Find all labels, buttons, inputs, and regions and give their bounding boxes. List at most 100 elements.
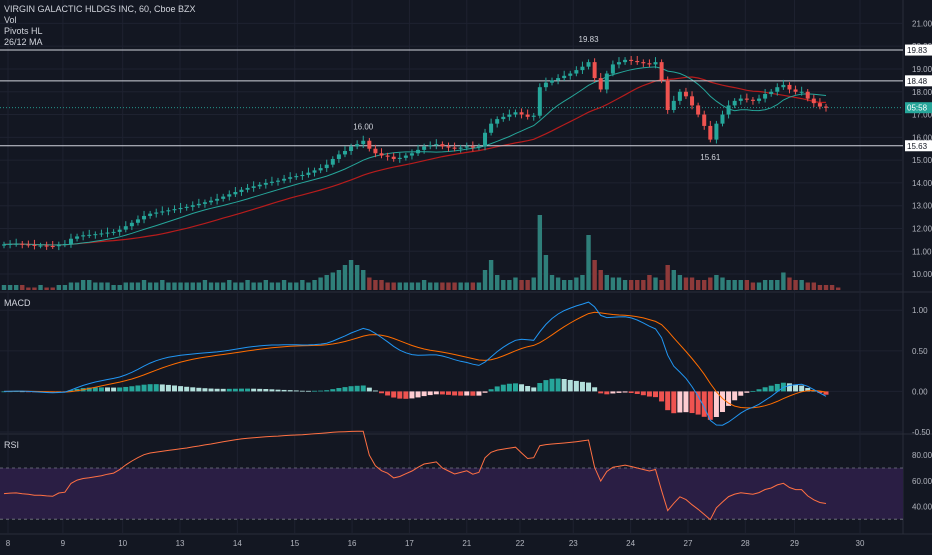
rsi-tick-label: 60.00 (912, 477, 932, 486)
volume-bar (817, 285, 823, 290)
macd-histogram-bar (610, 391, 616, 394)
macd-histogram-bar (257, 388, 263, 392)
macd-histogram-bar (579, 381, 585, 392)
candle-body (708, 125, 713, 140)
volume-bar (440, 282, 445, 290)
candle-body (312, 170, 317, 173)
macd-histogram-bar (281, 389, 287, 392)
volume-bar (141, 280, 147, 290)
macd-histogram-bar (129, 386, 135, 392)
volume-bar (781, 272, 786, 290)
macd-histogram-bar (768, 385, 774, 392)
candle-body (135, 219, 140, 223)
candle-body (665, 80, 670, 110)
candle-body (397, 157, 402, 159)
macd-histogram-bar (153, 384, 159, 392)
pivot-label: 16.00 (353, 122, 374, 131)
macd-histogram-bar (299, 390, 305, 392)
price-tag-box (905, 140, 932, 152)
macd-histogram-bar (305, 390, 311, 392)
macd-histogram-bar (263, 389, 269, 392)
candle-body (793, 89, 798, 92)
volume-bar (446, 282, 451, 290)
volume-bar (665, 265, 670, 290)
macd-histogram-bar (452, 391, 458, 396)
time-tick-label: 21 (462, 539, 471, 548)
candle-body (452, 147, 457, 149)
candle-body (209, 200, 214, 203)
volume-bar (263, 280, 269, 290)
macd-histogram-bar (786, 383, 792, 392)
macd-histogram-bar (549, 378, 555, 392)
rsi-tick-label: 40.00 (912, 502, 932, 511)
macd-histogram-bar (665, 391, 671, 411)
macd-histogram-bar (220, 388, 226, 392)
candle-body (294, 176, 299, 178)
candle-body (428, 145, 433, 147)
volume-bar (147, 282, 153, 290)
volume-bar (367, 277, 372, 290)
macd-histogram-bar (817, 391, 823, 394)
macd-histogram-bar (74, 388, 80, 392)
candle-body (245, 187, 250, 190)
candle-body (659, 62, 664, 81)
macd-histogram-bar (628, 391, 634, 393)
candle-body (422, 146, 427, 150)
volume-bar (604, 275, 609, 290)
candle-body (580, 66, 585, 71)
macd-histogram-bar (604, 391, 610, 395)
time-tick-label: 28 (741, 539, 750, 548)
macd-histogram-bar (421, 391, 427, 397)
macd-histogram-bar (762, 387, 768, 392)
candle-body (568, 73, 573, 76)
candle-body (574, 70, 579, 74)
macd-histogram-bar (318, 390, 324, 392)
macd-histogram-bar (312, 390, 318, 392)
macd-histogram-bar (586, 382, 592, 392)
candle-body (178, 207, 183, 210)
candle-body (32, 244, 37, 246)
macd-histogram-bar (646, 391, 652, 397)
candle-body (507, 114, 512, 117)
ma-12-line (3, 66, 827, 246)
volume-bar (793, 280, 798, 290)
time-tick-label: 9 (61, 539, 66, 548)
price-tick-label: 14.00 (912, 179, 932, 188)
candle-body (251, 186, 256, 188)
macd-histogram-bar (622, 391, 628, 393)
symbol-title: VIRGIN GALACTIC HLDGS INC, 60, Cboe BZX (4, 4, 196, 14)
macd-histogram-bar (445, 391, 451, 395)
volume-bar (586, 235, 591, 290)
candle-body (184, 206, 189, 208)
volume-bar (178, 282, 183, 290)
volume-bar (354, 265, 360, 290)
volume-bar (294, 282, 299, 290)
candle-body (543, 82, 548, 88)
rsi-pane-label: RSI (4, 440, 20, 450)
volume-bar (628, 280, 634, 290)
candle-body (300, 174, 305, 177)
macd-histogram-bar (470, 391, 476, 396)
volume-bar (732, 280, 737, 290)
macd-histogram-bar (287, 390, 293, 392)
macd-histogram-bar (184, 386, 190, 392)
macd-histogram-bar (366, 387, 372, 392)
macd-histogram-bar (616, 391, 622, 393)
macd-tick-label: 0.50 (912, 347, 928, 356)
volume-bar (543, 255, 549, 290)
candle-body (99, 233, 104, 235)
candle-body (62, 243, 67, 245)
macd-histogram-bar (251, 388, 257, 392)
volume-bar (7, 285, 13, 290)
macd-histogram-bar (324, 390, 330, 392)
candle-body (726, 105, 731, 115)
macd-histogram-bar (86, 387, 92, 392)
volume-bar (80, 280, 86, 290)
macd-histogram-bar (732, 391, 738, 401)
volume-bar (281, 280, 287, 290)
macd-line (3, 301, 827, 426)
price-tick-label: 15.00 (912, 156, 932, 165)
